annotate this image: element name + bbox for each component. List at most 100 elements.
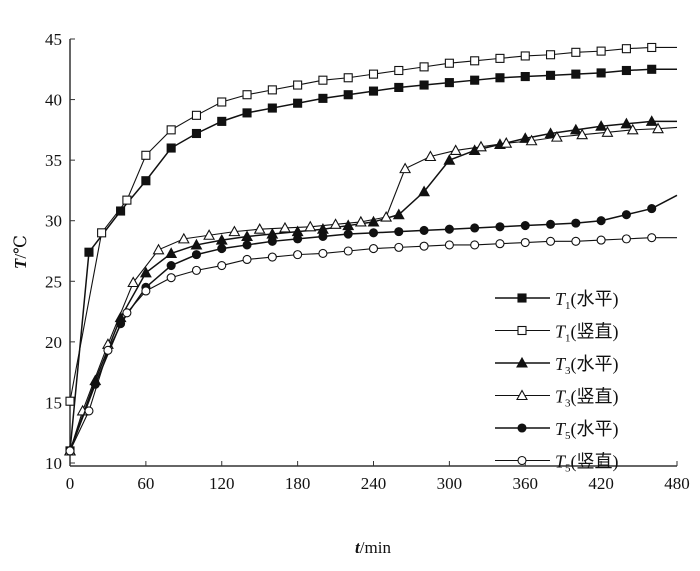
data-point — [621, 65, 631, 76]
data-point — [419, 225, 429, 235]
series-2 — [65, 42, 677, 406]
data-point — [293, 234, 303, 244]
data-point — [520, 72, 530, 82]
data-point — [444, 78, 454, 88]
data-point — [470, 56, 480, 66]
data-point — [267, 252, 277, 262]
data-point — [242, 254, 252, 265]
data-point — [647, 233, 657, 243]
series-6 — [65, 233, 677, 456]
legend-marker — [517, 423, 527, 433]
data-point — [419, 241, 429, 251]
data-point — [166, 260, 176, 271]
data-point — [279, 221, 291, 233]
data-point — [621, 234, 631, 244]
y-tick-label: 40 — [45, 91, 62, 110]
data-point — [343, 246, 353, 256]
data-point — [267, 236, 277, 246]
data-point — [470, 75, 480, 85]
data-point — [620, 117, 633, 129]
legend-entry: T1(水平) — [495, 289, 619, 312]
data-point — [621, 210, 631, 220]
series-4 — [64, 122, 678, 456]
data-point — [217, 244, 227, 254]
data-point — [571, 236, 581, 246]
legend-label: T5(竖直) — [555, 452, 619, 475]
data-point — [596, 68, 606, 78]
data-point — [495, 73, 505, 83]
data-point — [444, 58, 454, 68]
x-tick-label: 180 — [285, 474, 311, 493]
data-point — [293, 250, 303, 260]
data-point — [576, 128, 589, 140]
legend: T1(水平) T1(竖直) T3(水平) T3(竖直) T5(水平) T5(竖直) — [495, 289, 619, 475]
legend-marker — [517, 293, 527, 303]
data-point — [647, 204, 657, 214]
data-point — [520, 51, 530, 61]
data-point — [203, 229, 216, 240]
data-point — [500, 137, 513, 148]
data-point — [228, 225, 241, 237]
data-point — [343, 229, 353, 239]
data-point — [368, 69, 379, 79]
legend-entry: T3(竖直) — [495, 387, 619, 410]
data-point — [116, 206, 126, 216]
legend-label: T1(竖直) — [555, 322, 619, 345]
data-point — [293, 80, 303, 90]
data-point — [368, 86, 379, 96]
data-point — [545, 219, 556, 229]
data-point — [191, 110, 202, 120]
legend-label: T1(水平) — [555, 289, 619, 312]
y-tick-label: 25 — [45, 272, 62, 291]
data-point — [394, 82, 404, 93]
data-point — [368, 244, 379, 254]
data-point — [571, 69, 581, 79]
data-point — [520, 237, 530, 248]
data-point — [418, 185, 431, 197]
data-point — [394, 242, 404, 252]
data-point — [475, 140, 487, 152]
data-point — [444, 240, 454, 250]
data-point — [596, 46, 606, 56]
data-point — [343, 90, 353, 100]
data-point — [90, 379, 100, 389]
data-point — [318, 231, 328, 242]
data-point — [318, 248, 328, 258]
legend-marker — [517, 325, 527, 336]
data-point — [443, 154, 456, 165]
data-point — [626, 123, 639, 135]
legend-entry: T3(水平) — [495, 354, 619, 377]
y-axis-label: T/℃ — [11, 235, 30, 269]
series-1 — [65, 64, 677, 456]
y-tick-label: 15 — [45, 393, 62, 412]
data-point — [368, 228, 379, 238]
legend-entry: T5(水平) — [495, 419, 619, 442]
data-point — [127, 276, 140, 288]
data-point — [191, 128, 202, 139]
data-point — [191, 250, 202, 260]
data-point — [177, 232, 190, 244]
data-point — [122, 308, 132, 318]
x-tick-label: 420 — [588, 474, 614, 493]
data-point — [329, 218, 342, 229]
data-point — [571, 47, 581, 57]
data-point — [242, 90, 252, 100]
data-point — [550, 130, 563, 142]
data-point — [166, 143, 176, 153]
data-point — [647, 64, 657, 74]
data-point — [65, 446, 75, 456]
data-point — [84, 247, 94, 257]
data-point — [166, 273, 176, 283]
data-point — [394, 65, 404, 76]
x-tick-label: 300 — [437, 474, 463, 493]
data-point — [191, 265, 202, 275]
data-point — [293, 98, 303, 108]
data-point — [217, 97, 227, 107]
legend-marker — [516, 389, 528, 401]
data-point — [84, 406, 94, 416]
x-tick-label: 480 — [664, 474, 690, 493]
legend-label: T5(水平) — [555, 419, 619, 442]
data-point — [545, 50, 556, 60]
